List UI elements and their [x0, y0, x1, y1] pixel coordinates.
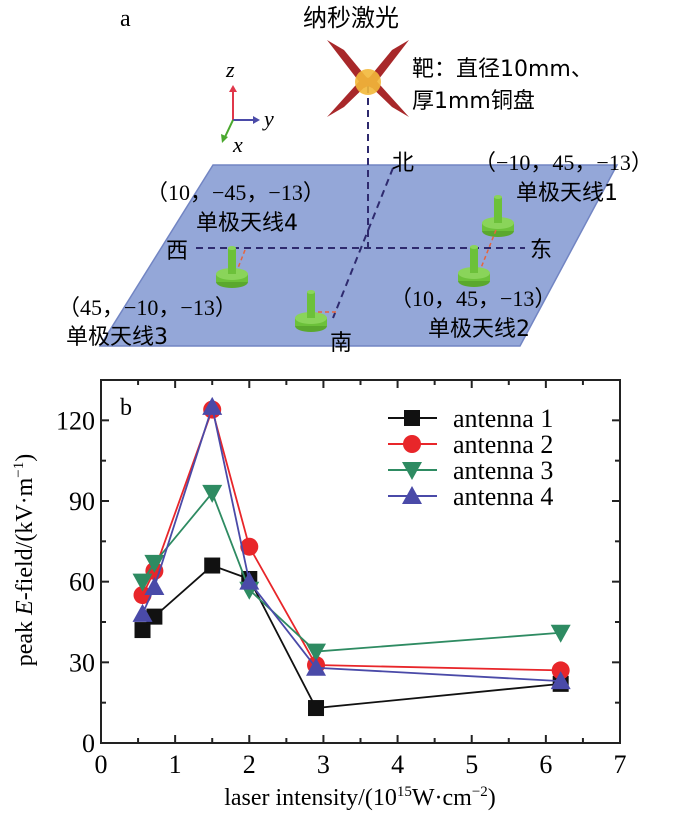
legend-label: antenna 4: [453, 482, 553, 511]
data-point: [550, 624, 571, 643]
y-axis-label: peak E-field/(kV·m−1): [11, 454, 38, 667]
antenna-2-name: 单极天线2: [428, 317, 530, 342]
panel-a: a 纳秒激光 靶：直径10mm、 厚1mm铜盘 z y x: [58, 4, 653, 356]
x-tick-label: 1: [169, 750, 182, 779]
legend-marker: [402, 462, 422, 480]
antenna-4-icon: [216, 246, 248, 288]
panel-b-label: b: [120, 395, 132, 421]
antenna-1-coords: （−10，45，−13）: [474, 150, 653, 175]
y-tick-label: 0: [82, 729, 95, 758]
legend-item: antenna 1: [388, 404, 553, 433]
legend-item: antenna 2: [388, 430, 553, 459]
antenna-2-icon: [458, 245, 490, 287]
data-point: [551, 661, 570, 680]
y-tick-label: 30: [69, 648, 95, 677]
y-tick-label: 90: [69, 487, 95, 516]
data-point: [239, 571, 260, 590]
panel-a-label: a: [120, 6, 131, 32]
data-point: [144, 577, 165, 596]
laser-title: 纳秒激光: [303, 4, 399, 32]
data-point: [306, 643, 327, 662]
data-point: [550, 671, 571, 690]
x-tick-label: 0: [95, 750, 108, 779]
x-tick-label: 4: [391, 750, 404, 779]
antenna-4-name: 单极天线4: [196, 211, 298, 236]
axis-y-label: y: [262, 106, 274, 131]
direction-east: 东: [530, 238, 552, 263]
y-axis-label-exponent: −1: [11, 462, 27, 478]
data-point: [202, 484, 223, 503]
antenna-3-icon: [295, 290, 327, 332]
x-axis-label-unit-exponent: −2: [472, 784, 488, 800]
antenna-1-name: 单极天线1: [516, 181, 618, 206]
target-description-line2: 厚1mm铜盘: [412, 89, 535, 114]
antenna-1-icon: [482, 195, 514, 237]
x-axis-label-exponent: 15: [397, 784, 412, 800]
data-point: [308, 700, 325, 717]
data-point: [134, 622, 151, 639]
x-axis-label: laser intensity/(1015W·cm−2): [224, 784, 496, 811]
ground-plate: [98, 164, 619, 347]
legend-marker: [404, 410, 420, 426]
direction-west: 西: [166, 239, 188, 264]
legend-marker: [403, 435, 421, 453]
y-axis-ticks: 0 30 60 90 120: [56, 406, 620, 758]
data-point: [132, 573, 153, 592]
axis-x-label: x: [232, 132, 243, 157]
x-tick-label: 6: [539, 750, 552, 779]
x-tick-label: 7: [614, 750, 627, 779]
direction-south: 南: [330, 331, 352, 356]
x-axis-label-unit: W·cm: [412, 785, 472, 811]
legend-label: antenna 3: [453, 456, 553, 485]
x-tick-label: 5: [465, 750, 478, 779]
legend-label: antenna 1: [453, 404, 553, 433]
data-point: [240, 537, 259, 556]
y-tick-label: 120: [56, 406, 95, 435]
data-point: [204, 557, 221, 574]
legend-item: antenna 4: [388, 482, 553, 511]
y-axis-label-suffix: ): [12, 454, 38, 462]
x-axis-label-prefix: laser intensity/(10: [224, 785, 397, 811]
y-axis-label-prefix: peak: [12, 615, 38, 666]
legend-label: antenna 2: [453, 430, 553, 459]
axis-z-label: z: [225, 57, 235, 82]
direction-north: 北: [392, 151, 414, 176]
data-point: [132, 603, 153, 622]
series-4: [132, 396, 571, 690]
data-point: [202, 396, 223, 415]
legend-item: antenna 3: [388, 456, 553, 485]
antenna-4-link: [237, 249, 246, 269]
antenna-4-coords: （10，−45，−13）: [146, 180, 325, 205]
x-tick-label: 2: [243, 750, 256, 779]
x-axis-label-suffix: ): [488, 785, 496, 811]
antenna-3-name: 单极天线3: [66, 325, 168, 350]
y-axis-label-rest: -field/(kV·m: [12, 477, 38, 600]
antenna-2-coords: （10，45，−13）: [390, 286, 556, 311]
coordinate-axes-icon: [221, 85, 260, 143]
legend-marker: [402, 486, 422, 504]
antenna-3-coords: （45，−10，−13）: [58, 295, 237, 320]
y-tick-label: 60: [69, 568, 95, 597]
target-description-line1: 靶：直径10mm、: [412, 57, 593, 82]
series-layer: [132, 396, 571, 717]
x-tick-label: 3: [317, 750, 330, 779]
target-disk-icon: [355, 69, 381, 95]
data-point: [144, 554, 165, 573]
data-point: [306, 657, 327, 676]
y-axis-label-italic: E: [12, 600, 38, 616]
series-3: [132, 484, 571, 662]
north-south-dashed-line: [332, 167, 394, 319]
x-axis-ticks: 0 1 2 3 4 5 6 7: [95, 380, 627, 779]
